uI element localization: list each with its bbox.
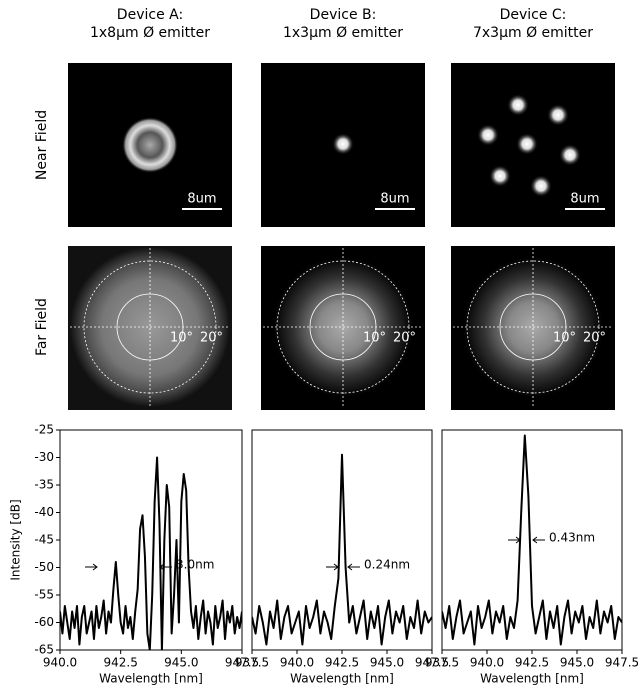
x-axis-label: Wavelength [nm] [480,672,584,686]
y-tick-label: -45 [34,533,54,547]
near-field-spot [547,104,569,126]
scale-bar-label: 8um [380,192,409,207]
row-label: Far Field [34,298,50,356]
annotation: 0.43nm [549,531,595,545]
angle-label: 20° [583,331,606,346]
annotation: 0.24nm [364,558,410,572]
near-field-spot [122,117,178,173]
arrow [159,563,172,571]
near-field-spot [559,144,581,166]
x-tick-label: 940.0 [280,656,314,670]
angle-label: 10° [553,331,576,346]
y-axis-label: Intensity [dB] [9,499,23,580]
x-tick-label: 945.0 [164,656,198,670]
y-tick-label: -25 [34,423,54,437]
column-title: 1x8μm Ø emitter [90,25,210,41]
x-tick-label: 945.0 [370,656,404,670]
near-field-spot [477,124,499,146]
y-tick-label: -30 [34,450,54,464]
x-tick-label: 940.0 [43,656,77,670]
spectrum-line [60,456,242,650]
x-tick-label: 937.5 [235,656,269,670]
scale-bar-label: 8um [570,192,599,207]
spectrum-line [442,434,622,646]
x-tick-label: 947.5 [415,656,449,670]
angle-label: 20° [393,331,416,346]
column-title: Device B: [310,7,377,23]
x-tick-label: 942.5 [325,656,359,670]
row-label: Near Field [34,110,50,180]
y-tick-label: -65 [34,643,54,657]
column-title: Device C: [500,7,567,23]
y-tick-label: -40 [34,505,54,519]
angle-circle [309,293,377,361]
angle-circle [499,293,567,361]
angle-circle [116,293,184,361]
angle-label: 10° [170,331,193,346]
column-title: 7x3μm Ø emitter [473,25,593,41]
arrow [326,563,339,571]
y-tick-label: -55 [34,588,54,602]
column-title: 1x3μm Ø emitter [283,25,403,41]
plot-area [442,434,622,646]
angle-label: 10° [363,331,386,346]
spectrum-line [252,453,432,646]
x-tick-label: 942.5 [103,656,137,670]
column-title: Device A: [117,7,183,23]
arrow [347,563,360,571]
near-field-spot [516,133,538,155]
near-field-spot [507,94,529,116]
near-field-spot [332,133,354,155]
near-field-spot [489,165,511,187]
x-axis-label: Wavelength [nm] [99,672,203,686]
y-tick-label: -35 [34,478,54,492]
scale-bar-label: 8um [187,192,216,207]
x-tick-label: 947.5 [225,656,259,670]
near-field-spot [530,175,552,197]
annotation: 3.0nm [176,558,214,572]
plot-area [252,453,432,646]
y-tick-label: -60 [34,615,54,629]
angle-circle [466,260,600,394]
arrow [532,536,545,544]
x-tick-label: 945.0 [560,656,594,670]
x-tick-label: 942.5 [515,656,549,670]
y-tick-label: -50 [34,560,54,574]
angle-label: 20° [200,331,223,346]
angle-circle [276,260,410,394]
x-tick-label: 937.5 [425,656,459,670]
arrow [508,536,521,544]
plot-area [60,456,242,650]
x-axis-label: Wavelength [nm] [290,672,394,686]
x-tick-label: 940.0 [470,656,504,670]
x-tick-label: 947.5 [605,656,639,670]
angle-circle [83,260,217,394]
arrow [85,563,98,571]
